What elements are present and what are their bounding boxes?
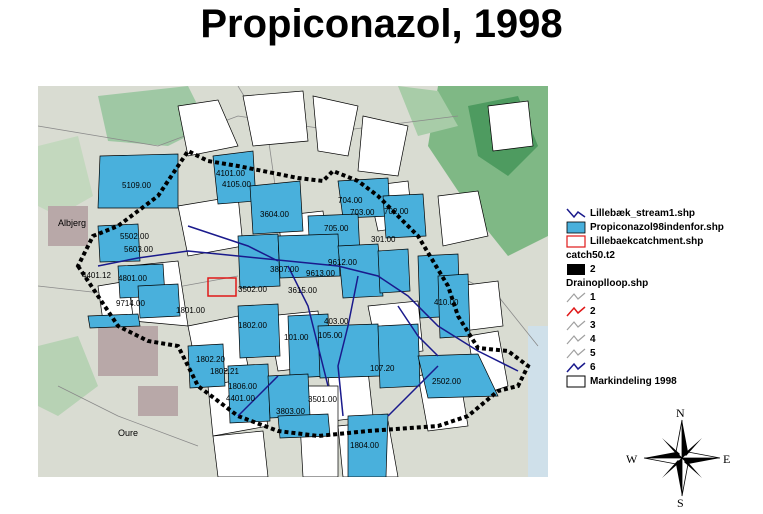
field-label: 703.00 bbox=[350, 208, 375, 217]
field-label: 9714.00 bbox=[116, 299, 145, 308]
field-label: 1801.00 bbox=[176, 306, 205, 315]
legend-item-markindeling: Markindeling 1998 bbox=[566, 375, 677, 388]
field-label: 410.00 bbox=[434, 298, 459, 307]
legend-label: Lillebaekcatchment.shp bbox=[590, 236, 704, 247]
line-swatch-icon bbox=[566, 306, 586, 317]
field-label: 5603.00 bbox=[124, 245, 153, 254]
field-label: 107.20 bbox=[370, 364, 395, 373]
field-label: 2502.00 bbox=[432, 377, 461, 386]
legend-label: 3 bbox=[590, 320, 596, 331]
legend-heading-catch: catch50.t2 bbox=[566, 250, 615, 261]
line-swatch-icon bbox=[566, 334, 586, 345]
field-label: 4401.12 bbox=[82, 271, 111, 280]
field-label: 4801.00 bbox=[118, 274, 147, 283]
legend-item-drain-1: 1 bbox=[566, 291, 596, 304]
legend-item-drain-2: 2 bbox=[566, 305, 596, 318]
compass-west-label: W bbox=[626, 452, 638, 466]
legend-label: 5 bbox=[590, 348, 596, 359]
page-title: Propiconazol, 1998 bbox=[200, 2, 563, 46]
propiconazol-fields bbox=[87, 150, 499, 477]
legend-item-stream: Lillebæk_stream1.shp bbox=[566, 207, 695, 220]
field-label: 9612.00 bbox=[328, 258, 357, 267]
legend-item-catch-2: 2 bbox=[566, 263, 596, 276]
outline-swatch-icon bbox=[566, 235, 586, 248]
streams bbox=[97, 225, 519, 417]
field-label: 1802.21 bbox=[210, 367, 239, 376]
field-label: 1806.00 bbox=[228, 382, 257, 391]
compass-east-label: E bbox=[723, 452, 731, 466]
legend-label: Propiconazol98indenfor.shp bbox=[590, 222, 724, 233]
line-swatch-icon bbox=[566, 292, 586, 303]
line-swatch-icon bbox=[566, 320, 586, 331]
field-labels: 5109.00 4101.00 4105.00 3604.00 704.00 7… bbox=[82, 169, 461, 450]
map-view[interactable]: Albjerg Oure 5109.00 4101.00 4105.00 360… bbox=[38, 86, 548, 477]
legend-label: Lillebæk_stream1.shp bbox=[590, 208, 696, 219]
field-label: 4401.00 bbox=[226, 394, 255, 403]
stream-swatch-icon bbox=[566, 208, 586, 219]
field-label: 3807.00 bbox=[270, 265, 299, 274]
legend-label: 2 bbox=[590, 306, 596, 317]
compass-north-label: N bbox=[676, 406, 685, 420]
compass-south-label: S bbox=[677, 496, 684, 510]
legend-item-drain-5: 5 bbox=[566, 347, 596, 360]
field-label: 1804.00 bbox=[350, 441, 379, 450]
water-area bbox=[528, 326, 548, 477]
field-label: 1802.20 bbox=[196, 355, 225, 364]
field-label: 4105.00 bbox=[222, 180, 251, 189]
legend-item-propiconazol: Propiconazol98indenfor.shp bbox=[566, 221, 724, 234]
field-label: 704.00 bbox=[338, 196, 363, 205]
town-areas bbox=[48, 206, 178, 416]
field-label: 9613.00 bbox=[306, 269, 335, 278]
field-label: 5109.00 bbox=[122, 181, 151, 190]
field-label: 3615.00 bbox=[288, 286, 317, 295]
legend-label: Markindeling 1998 bbox=[590, 376, 677, 387]
field-label: 4101.00 bbox=[216, 169, 245, 178]
lillebaek-catchment bbox=[207, 277, 237, 297]
field-label: 702.00 bbox=[384, 207, 409, 216]
fill-swatch-icon bbox=[566, 221, 586, 234]
field-label: 3501.00 bbox=[308, 395, 337, 404]
line-swatch-icon bbox=[566, 362, 586, 373]
field-label: 105.00 bbox=[318, 331, 343, 340]
compass-star-icon bbox=[643, 419, 721, 497]
field-label: 3502.00 bbox=[238, 285, 267, 294]
legend-item-drain-3: 3 bbox=[566, 319, 596, 332]
place-label: Oure bbox=[118, 428, 138, 438]
field-label: 3604.00 bbox=[260, 210, 289, 219]
fill-swatch-icon bbox=[567, 264, 585, 275]
field-label: 3803.00 bbox=[276, 407, 305, 416]
legend-heading-drain: Drainoplloop.shp bbox=[566, 278, 649, 289]
field-label: 1802.00 bbox=[238, 321, 267, 330]
catchment-boundary bbox=[75, 148, 531, 439]
legend-label: 6 bbox=[590, 362, 596, 373]
compass-rose: N S W E bbox=[626, 406, 746, 510]
place-label: Albjerg bbox=[58, 218, 86, 228]
legend-item-catchment: Lillebaekcatchment.shp bbox=[566, 235, 703, 248]
legend-label: 4 bbox=[590, 334, 596, 345]
field-label: 101.00 bbox=[284, 333, 309, 342]
field-label: 5502.00 bbox=[120, 232, 149, 241]
legend-item-drain-6: 6 bbox=[566, 361, 596, 374]
field-label: 403.00 bbox=[324, 317, 349, 326]
legend-item-drain-4: 4 bbox=[566, 333, 596, 346]
field-label: 301.00 bbox=[371, 235, 396, 244]
legend-label: 2 bbox=[590, 264, 596, 275]
line-swatch-icon bbox=[566, 348, 586, 359]
outline-swatch-icon bbox=[566, 375, 586, 388]
legend-label: 1 bbox=[590, 292, 596, 303]
field-label: 705.00 bbox=[324, 224, 349, 233]
